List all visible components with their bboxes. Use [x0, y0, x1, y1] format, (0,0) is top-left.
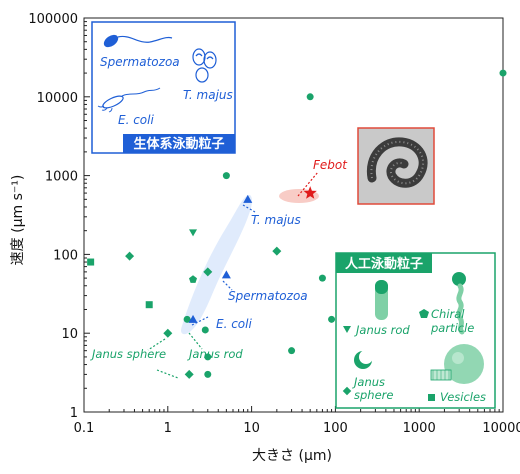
- artificial-point-diamond: [272, 246, 282, 256]
- bio-point: [221, 270, 231, 279]
- artificial-point-square: [87, 258, 95, 266]
- artificial-point-circle: [318, 274, 326, 282]
- x-axis-label: 大きさ (µm): [252, 448, 332, 464]
- artificial-point-triangle-down: [189, 229, 198, 237]
- y-axis-label: 速度 (µm s⁻¹): [10, 175, 26, 266]
- artificial-point-diamond: [163, 328, 173, 338]
- artificial-point-pentagon: [189, 275, 197, 283]
- janus-rod-label: Janus rod: [187, 347, 243, 361]
- plot-frame: [83, 17, 504, 413]
- artificial-point-circle: [499, 69, 507, 77]
- artificial-point-circle: [204, 370, 212, 378]
- artificial-point-diamond: [203, 267, 213, 277]
- janus-sphere-marker-icon: [342, 386, 352, 396]
- bio-point: [243, 194, 253, 203]
- x-tick-label: 10: [243, 421, 260, 436]
- artificial-point-circle: [306, 93, 314, 101]
- febot-point: [303, 186, 317, 199]
- janus-sphere-label: Janus sphere: [90, 347, 166, 361]
- legend-e-coli-label: E. coli: [118, 113, 154, 127]
- legend-janus-line2: sphere: [354, 388, 393, 402]
- x-tick-label: 1: [164, 421, 172, 436]
- artificial-point-diamond: [125, 251, 135, 261]
- legend-artificial: 人工泳動粒子 Janus rod Chiral particle Janus s…: [335, 252, 496, 409]
- x-tick-label: 0.1: [74, 421, 95, 436]
- artificial-point-circle: [183, 315, 191, 323]
- febot-leader: [297, 171, 319, 197]
- artificial-point-circle: [201, 326, 209, 334]
- artificial-points: [87, 69, 507, 379]
- y-tick-label: 1000: [45, 170, 78, 185]
- chiral-marker-icon: [419, 309, 429, 318]
- e-coli-icon: [97, 87, 161, 113]
- x-tick-labels: 0.1 1 10 100 1000 10000: [74, 421, 520, 436]
- x-tick-label: 100: [323, 421, 348, 436]
- y-tick-label: 10: [61, 327, 78, 342]
- legend-artificial-title: 人工泳動粒子: [345, 256, 423, 272]
- artificial-point-circle: [204, 353, 212, 361]
- spermatozoa-icon: [103, 34, 173, 48]
- legend-chiral-line2: particle: [430, 321, 474, 335]
- y-tick-label: 1: [70, 406, 78, 421]
- legend-biological: Spermatozoa T. majus E. coli 生体系泳動粒子: [91, 21, 236, 154]
- artificial-point-circle: [288, 347, 296, 355]
- legend-vesicles-label: Vesicles: [440, 390, 486, 404]
- t-majus-label: T. majus: [251, 213, 301, 227]
- artificial-point-diamond: [184, 369, 194, 379]
- y-tick-label: 100000: [28, 12, 78, 27]
- green-leaders: [147, 332, 203, 379]
- janus-rod-marker-icon: [343, 326, 351, 333]
- bio-point: [188, 314, 198, 323]
- x-tick-label: 10000: [482, 421, 520, 436]
- e-coli-label: E. coli: [216, 317, 252, 331]
- y-tick-labels: 1 10 100 1000 10000 100000: [28, 12, 78, 421]
- legend-janus-line1: Janus: [352, 375, 385, 389]
- janus-sphere-icon: [354, 350, 373, 369]
- febot-label: Febot: [313, 158, 348, 172]
- t-majus-icon: [192, 48, 217, 83]
- legend-chiral-line1: Chiral: [431, 307, 465, 321]
- artificial-point-circle: [328, 315, 336, 323]
- febot-photo: [357, 127, 435, 205]
- legend-biological-title: 生体系泳動粒子: [133, 136, 224, 152]
- artificial-point-circle: [222, 172, 230, 180]
- vesicles-marker-icon: [428, 394, 435, 401]
- bio-trend-band: [181, 194, 252, 335]
- legend-janus-rod-label: Janus rod: [354, 323, 410, 337]
- legend-spermatozoa-label: Spermatozoa: [100, 55, 180, 69]
- axis-ticks: [83, 21, 504, 413]
- x-tick-label: 1000: [403, 421, 436, 436]
- spermatozoa-label: Spermatozoa: [228, 289, 308, 303]
- vesicles-icon: [430, 344, 484, 384]
- artificial-point-square: [145, 301, 153, 309]
- legend-t-majus-label: T. majus: [183, 88, 233, 102]
- bio-points: [188, 194, 253, 323]
- bio-leaders: [191, 204, 256, 326]
- janus-rod-icon: [375, 280, 388, 320]
- y-tick-label: 10000: [37, 91, 78, 106]
- y-tick-label: 100: [53, 248, 78, 263]
- chiral-particle-icon: [452, 272, 466, 335]
